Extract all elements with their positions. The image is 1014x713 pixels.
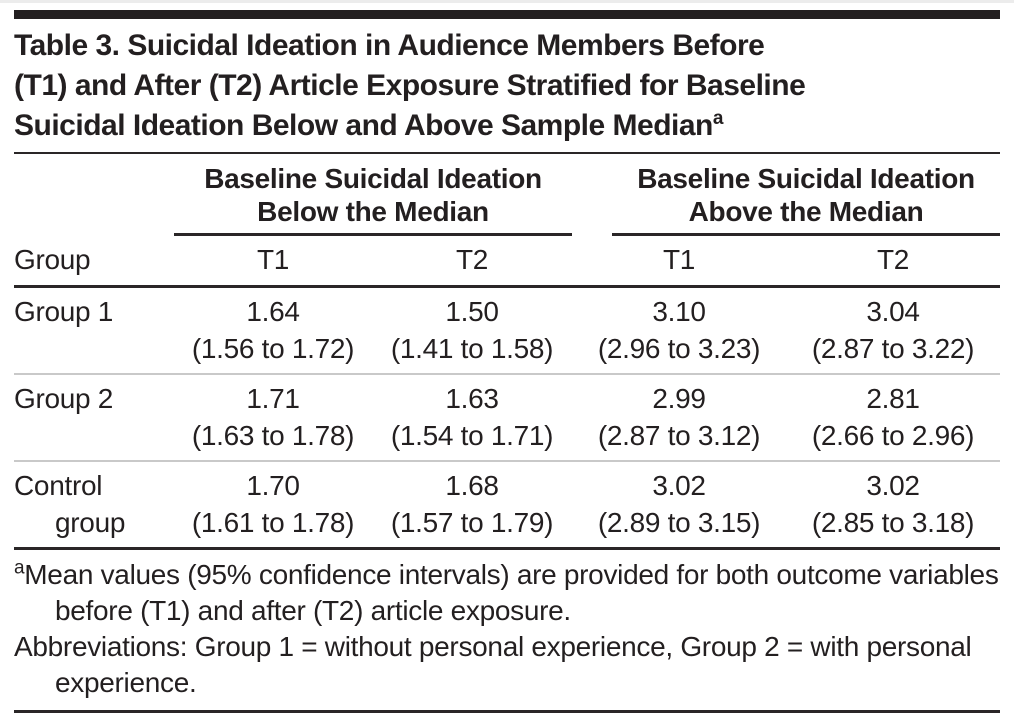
column-header-t1-below: T1 [174, 236, 372, 288]
title-divider-rule [14, 152, 1000, 154]
results-table: Baseline Suicidal Ideation Below the Med… [14, 154, 1001, 550]
table-row-group2: Group 2 1.71 (1.63 to 1.78) 1.63 (1.54 t… [14, 374, 1001, 462]
cell-mean-ci: 1.71 (1.63 to 1.78) [174, 374, 372, 462]
table-top-bar [14, 10, 1000, 19]
cell-mean-ci: 3.04 (2.87 to 3.22) [786, 286, 1001, 375]
column-header-row: Group T1 T2 T1 T2 [14, 236, 1001, 288]
cell-mean-ci: 1.63 (1.54 to 1.71) [372, 374, 573, 462]
spanner-below-median: Baseline Suicidal Ideation Below the Med… [174, 154, 573, 236]
page-top-edge [0, 0, 1014, 3]
cell-mean-ci: 2.81 (2.66 to 2.96) [786, 374, 1001, 462]
column-header-t2-below: T2 [372, 236, 573, 288]
cell-mean-ci: 1.64 (1.56 to 1.72) [174, 286, 372, 375]
cell-mean-ci: 1.68 (1.57 to 1.79) [372, 461, 573, 550]
column-header-group: Group [14, 236, 174, 288]
table-row-control-group: Control group 1.70 (1.61 to 1.78) 1.68 (… [14, 461, 1001, 550]
spanner-above-median: Baseline Suicidal Ideation Above the Med… [572, 154, 1001, 236]
footnote-a: aMean values (95% confidence intervals) … [14, 557, 1000, 629]
row-label: Group 2 [14, 374, 174, 462]
row-label: Control group [14, 461, 174, 550]
spanner-below-median-text: Baseline Suicidal Ideation Below the Med… [174, 160, 573, 236]
cell-mean-ci: 1.50 (1.41 to 1.58) [372, 286, 573, 375]
column-header-t1-above: T1 [572, 236, 787, 288]
paper-table-panel: Table 3. Suicidal Ideation in Audience M… [0, 3, 1014, 713]
cell-mean-ci: 3.02 (2.89 to 3.15) [572, 461, 787, 550]
spanner-empty-cell [14, 154, 174, 236]
table-row-group1: Group 1 1.64 (1.56 to 1.72) 1.50 (1.41 t… [14, 286, 1001, 375]
cell-mean-ci: 2.99 (2.87 to 3.12) [572, 374, 787, 462]
spanner-above-median-text: Baseline Suicidal Ideation Above the Med… [612, 160, 1001, 236]
footnote-abbreviations: Abbreviations: Group 1 = without persona… [14, 631, 972, 698]
spanner-header-row: Baseline Suicidal Ideation Below the Med… [14, 154, 1001, 236]
row-label: Group 1 [14, 286, 174, 375]
column-header-t2-above: T2 [786, 236, 1001, 288]
table-title-line2: (T1) and After (T2) Article Exposure Str… [14, 69, 806, 102]
table-title: Table 3. Suicidal Ideation in Audience M… [14, 26, 1000, 146]
cell-mean-ci: 3.10 (2.96 to 3.23) [572, 286, 787, 375]
cell-mean-ci: 1.70 (1.61 to 1.78) [174, 461, 372, 550]
table-title-footnote-marker: a [712, 108, 724, 129]
footnote-a-marker: a [14, 557, 25, 579]
table-footnotes: aMean values (95% confidence intervals) … [14, 557, 1000, 701]
table-title-line3: Suicidal Ideation Below and Above Sample… [14, 109, 713, 142]
cell-mean-ci: 3.02 (2.85 to 3.18) [786, 461, 1001, 550]
footnote-a-text: Mean values (95% confidence intervals) a… [24, 559, 999, 626]
table-title-line1: Table 3. Suicidal Ideation in Audience M… [14, 29, 765, 62]
